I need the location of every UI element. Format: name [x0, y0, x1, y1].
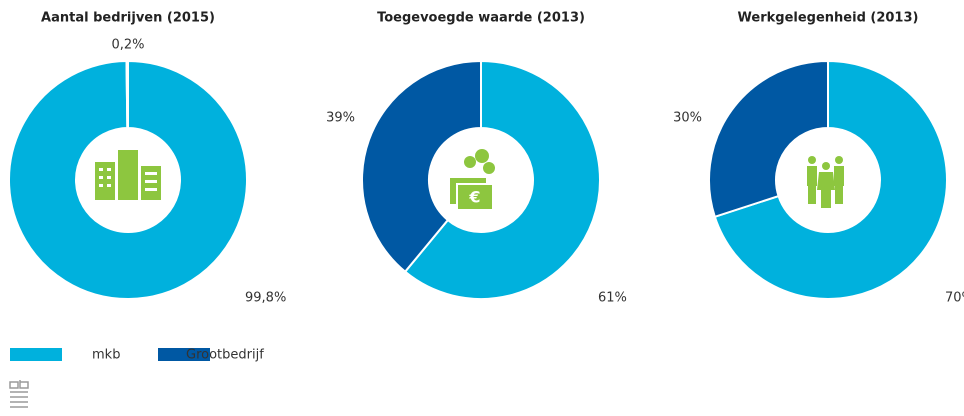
legend-swatch [158, 348, 210, 361]
pie-slice [125, 59, 129, 130]
chart-title: Toegevoegde waarde (2013) [377, 11, 585, 26]
chart-title: Aantal bedrijven (2015) [41, 11, 215, 26]
value-label: 0,2% [111, 38, 144, 53]
value-label: 30% [673, 111, 702, 126]
value-label: 61% [598, 291, 627, 306]
icons: € [95, 149, 844, 211]
icon-people [807, 156, 844, 208]
chart-title: Werkgelegenheid (2013) [738, 11, 919, 26]
logo [9, 380, 29, 408]
icon-money [450, 149, 495, 211]
legend-label: Grootbedrijf [186, 348, 264, 363]
svg-text:€: € [468, 188, 480, 207]
value-label: 70% [945, 291, 964, 306]
value-label: 39% [326, 111, 355, 126]
value-label: 99,8% [245, 291, 286, 306]
legend-label: mkb [92, 348, 120, 363]
pie-slice [708, 59, 829, 219]
legend-swatch [10, 348, 62, 361]
legend: mkb Grootbedrijf [10, 348, 264, 363]
icon-buildings [95, 150, 161, 200]
